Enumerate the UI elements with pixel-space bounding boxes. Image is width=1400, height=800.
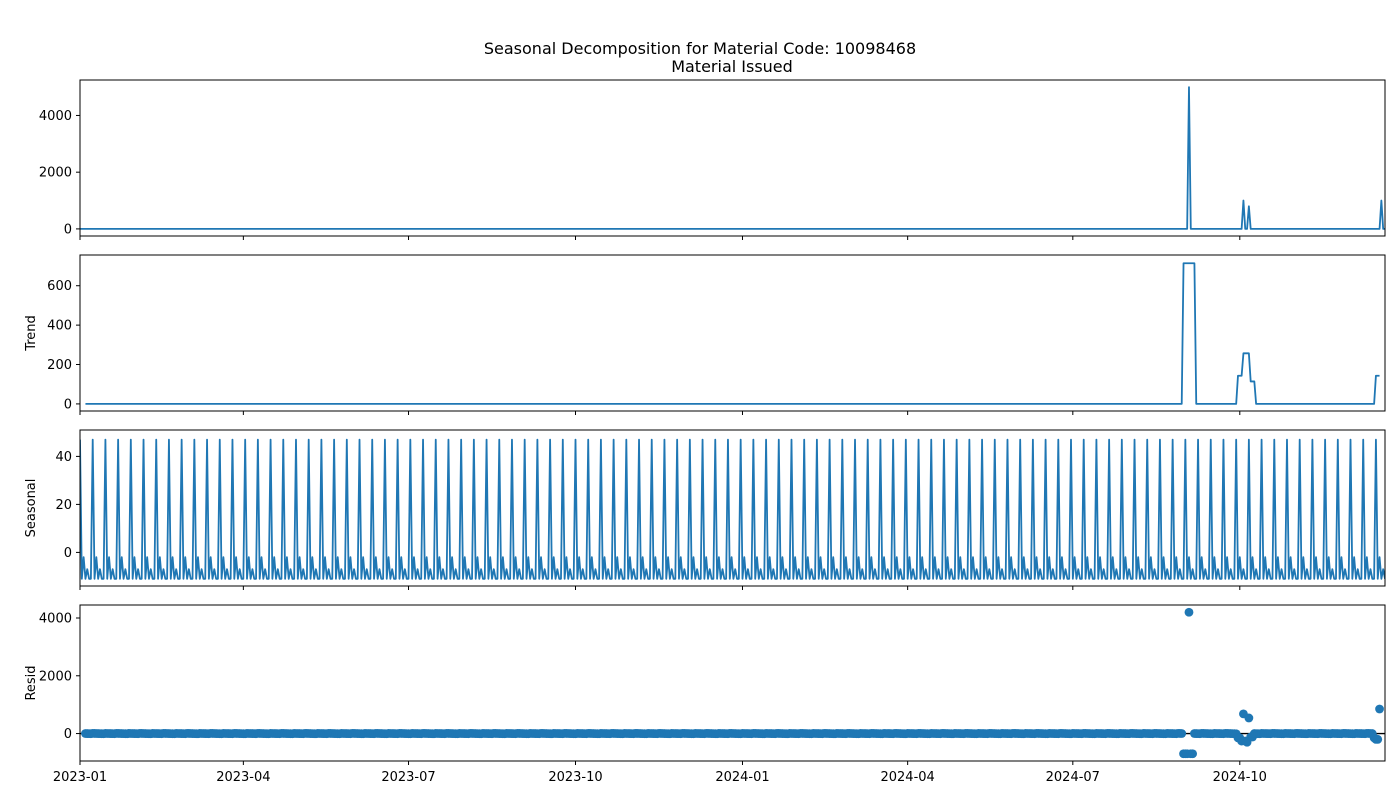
- y-tick-label: 600: [47, 279, 72, 294]
- y-tick-label: 200: [47, 358, 72, 373]
- resid-point: [1177, 729, 1187, 738]
- panels: 0 2000 4000 0 200 400 600 Trend 0 20 40 Seasonal 0 20…: [24, 79, 1386, 785]
- x-tick-label: 2023-07: [381, 770, 435, 785]
- panel-frame: [79, 429, 1386, 587]
- y-tick-label: 400: [47, 319, 72, 334]
- panel-seasonal: 0 20 40 Seasonal: [24, 429, 1386, 590]
- x-tick-label: 2024-07: [1046, 770, 1100, 785]
- y-tick-label: 2000: [39, 166, 72, 181]
- y-tick-label: 4000: [39, 612, 72, 627]
- y-tick-label: 2000: [39, 669, 72, 684]
- trend-ylabel: Trend: [24, 315, 39, 352]
- panel-frame: [79, 604, 1386, 762]
- resid-point: [1373, 734, 1383, 744]
- y-tick-label: 40: [55, 450, 72, 465]
- x-tick-label: 2024-10: [1213, 770, 1267, 785]
- seasonal-ylabel: Seasonal: [24, 479, 39, 538]
- resid-point: [1375, 704, 1384, 714]
- y-tick-label: 20: [55, 498, 72, 513]
- observed-line: [80, 86, 1385, 230]
- y-tick-label: 0: [64, 727, 72, 742]
- resid-points: [81, 607, 1384, 759]
- panel-frame: [79, 79, 1386, 237]
- y-tick-label: 0: [64, 546, 72, 561]
- resid-ylabel: Resid: [24, 665, 39, 700]
- chart-subtitle: Material Issued: [671, 57, 793, 76]
- x-tick-label: 2023-10: [548, 770, 602, 785]
- y-tick-label: 0: [64, 397, 72, 412]
- panel-observed: 0 2000 4000: [39, 79, 1386, 240]
- resid-point: [1188, 749, 1198, 759]
- resid-point: [1184, 607, 1194, 617]
- panel-resid: 0 2000 4000 Resid 2023-01 2023-04 2023-07 2023-…: [24, 604, 1386, 785]
- x-tick-label: 2024-04: [880, 770, 934, 785]
- x-tick-label: 2024-01: [715, 770, 769, 785]
- x-tick-label: 2023-01: [53, 770, 107, 785]
- trend-line: [85, 262, 1380, 405]
- y-tick-label: 0: [64, 222, 72, 237]
- y-tick-label: 4000: [39, 109, 72, 124]
- seasonal-line: [80, 438, 1385, 580]
- panel-trend: 0 200 400 600 Trend: [24, 254, 1386, 415]
- x-tick-label: 2023-04: [216, 770, 270, 785]
- panel-frame: [79, 254, 1386, 412]
- resid-point: [1244, 713, 1254, 723]
- chart-title: Seasonal Decomposition for Material Code…: [484, 39, 916, 58]
